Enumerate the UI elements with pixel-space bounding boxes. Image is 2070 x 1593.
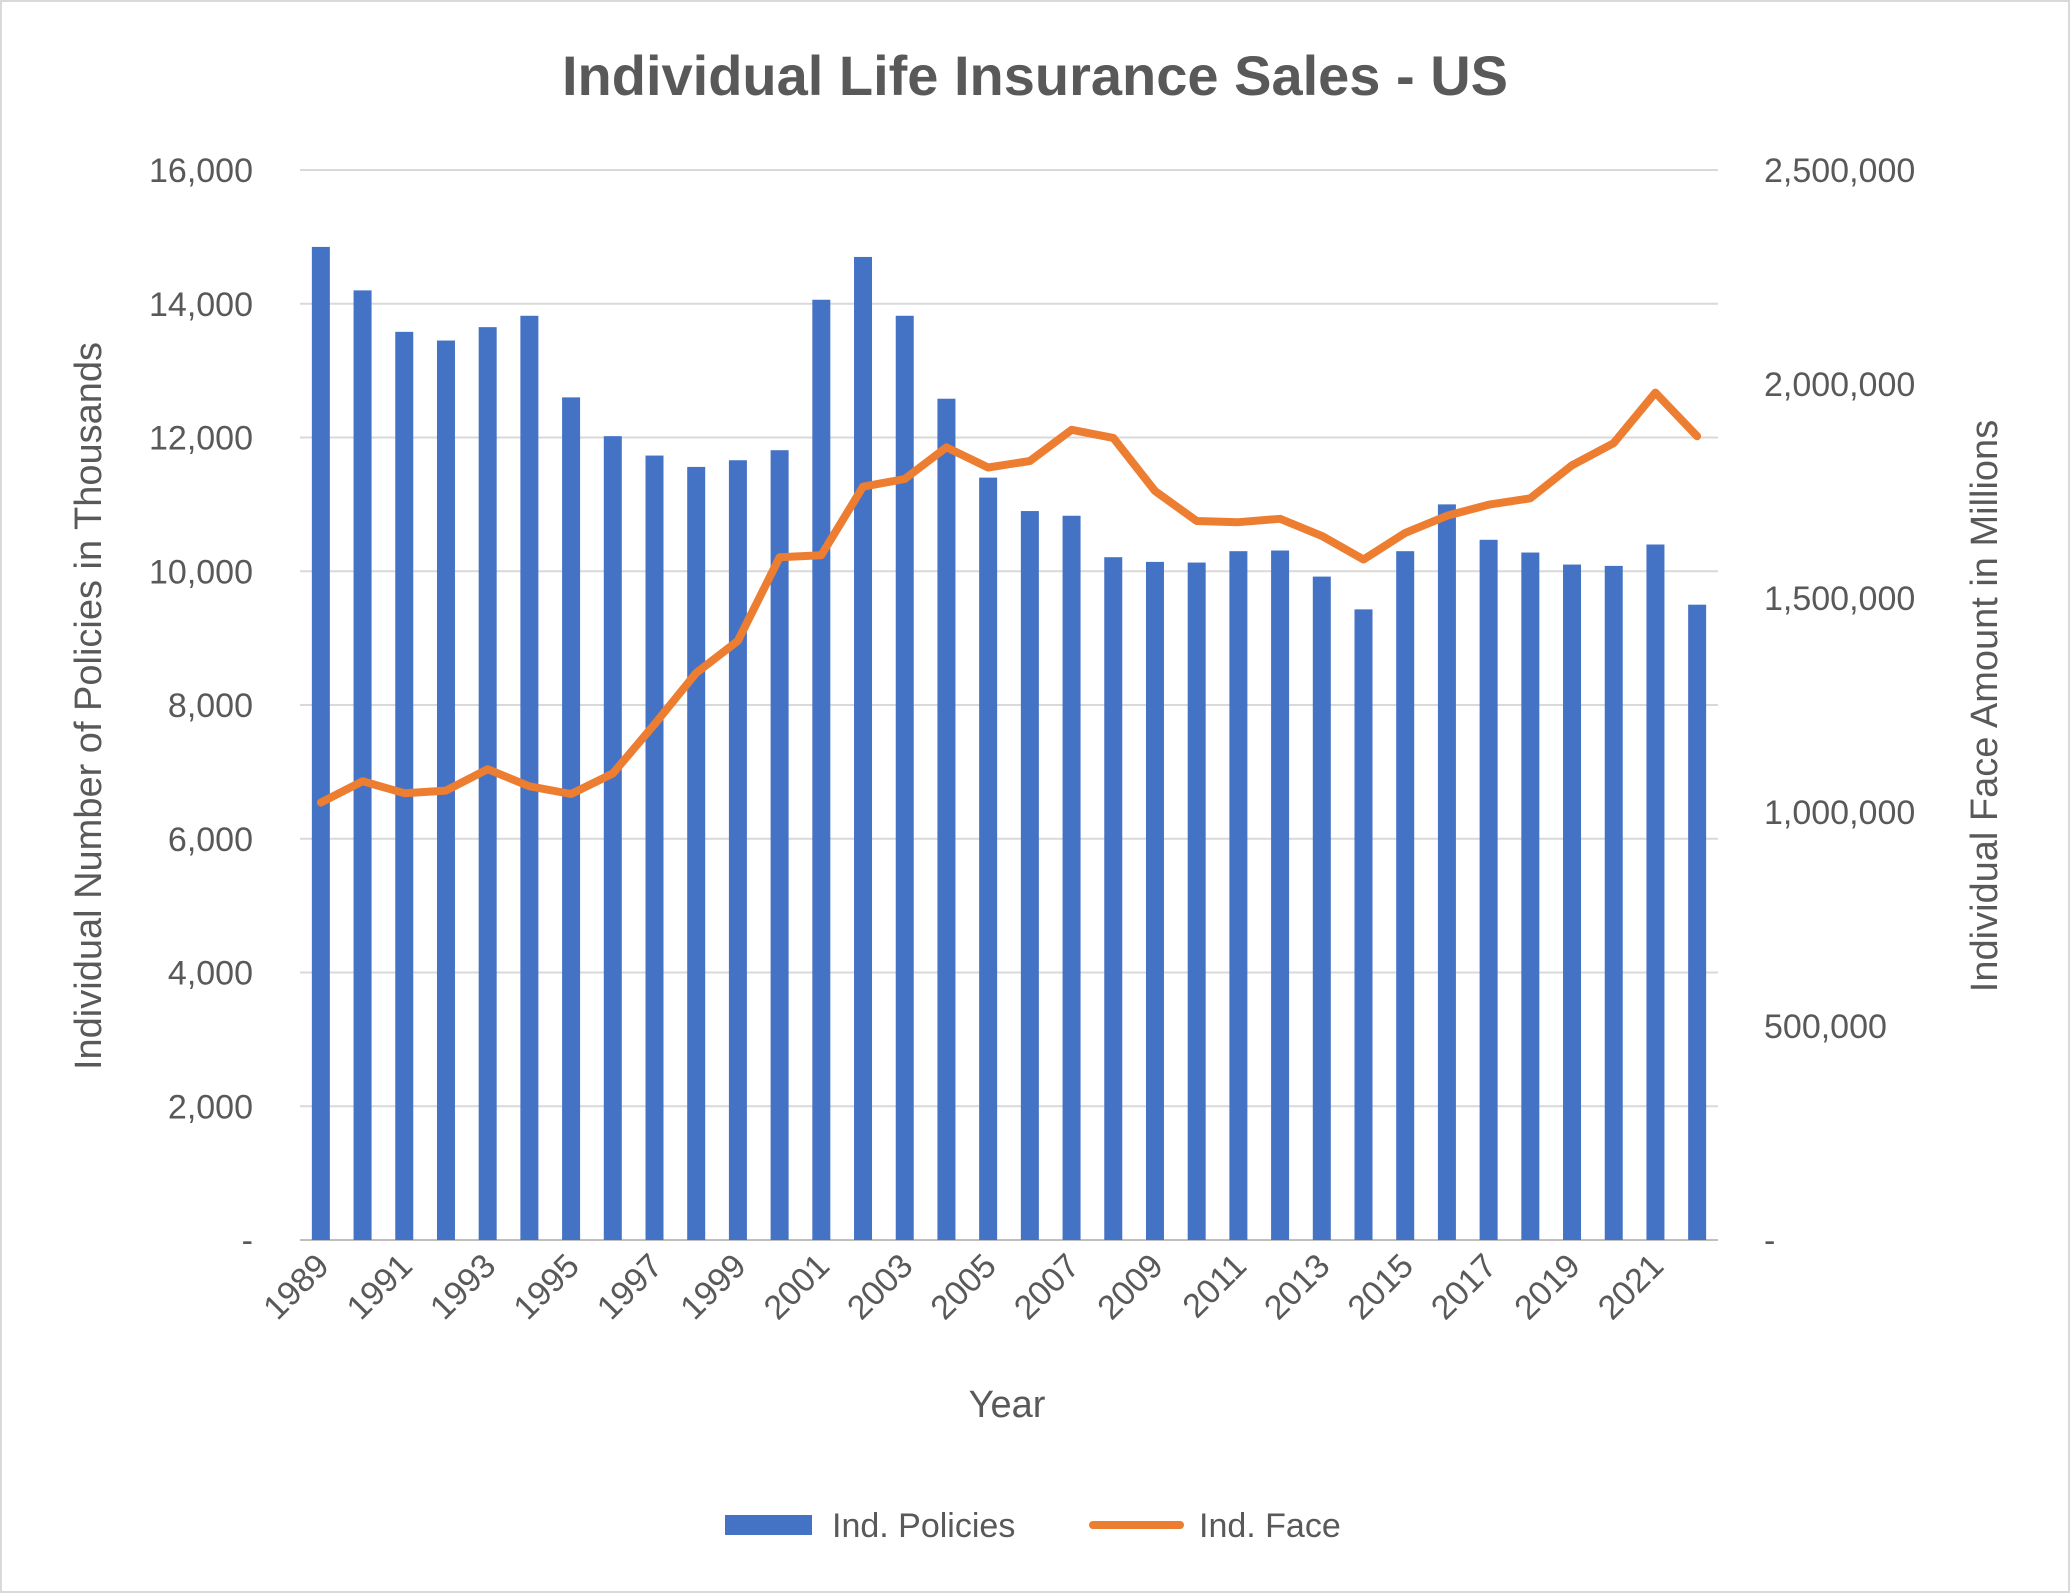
bar [1104, 557, 1123, 1240]
bar [562, 397, 581, 1240]
y-tick-label: - [242, 1222, 253, 1260]
y-tick-label: 4,000 [168, 955, 253, 993]
bar [854, 256, 873, 1240]
bar [728, 460, 747, 1240]
x-axis-title: Year [969, 1384, 1046, 1426]
x-tick-label: 2021 [1591, 1247, 1671, 1327]
bar [1271, 550, 1290, 1240]
line-series-ind-face [316, 388, 1702, 807]
bar [1187, 562, 1206, 1240]
bar [895, 315, 914, 1241]
x-tick-label: 2003 [840, 1247, 920, 1327]
bar [478, 327, 497, 1240]
bar [1437, 504, 1456, 1240]
bar [645, 455, 664, 1240]
x-axis-ticks: 1989 1991 1993 1995 1997 1999 2001 2003 2005 2007… [256, 1247, 1671, 1327]
bar [1521, 552, 1540, 1240]
y-axis-left-title: Individual Number of Policies in Thousan… [68, 342, 110, 1070]
line-ind-face [316, 388, 1702, 807]
bar [1062, 515, 1081, 1240]
bar [1688, 604, 1707, 1240]
y-tick-label: 2,000 [168, 1088, 253, 1126]
x-tick-label: 1995 [506, 1247, 586, 1327]
x-tick-label: 1993 [423, 1247, 503, 1327]
x-tick-label: 2009 [1090, 1247, 1170, 1327]
x-tick-label: 2017 [1424, 1247, 1504, 1327]
bar [1563, 564, 1582, 1240]
bar [687, 466, 706, 1240]
bar [1479, 539, 1498, 1240]
x-tick-label: 2005 [923, 1247, 1003, 1327]
bar [1396, 551, 1415, 1240]
x-tick-label: 1997 [590, 1247, 670, 1327]
bar [1020, 511, 1039, 1240]
legend-swatch-ind-policies [725, 1515, 812, 1535]
bar [1646, 544, 1665, 1240]
bar [1312, 576, 1331, 1240]
x-tick-label: 1989 [256, 1247, 336, 1327]
bar [812, 299, 831, 1240]
x-tick-label: 2013 [1257, 1247, 1337, 1327]
x-tick-label: 2015 [1341, 1247, 1421, 1327]
bar [603, 436, 622, 1241]
y-tick-label: 10,000 [149, 553, 253, 591]
bar-series-ind-policies [311, 246, 1707, 1241]
y-tick-label: 8,000 [168, 687, 253, 725]
bar [1604, 565, 1623, 1240]
x-tick-label: 2001 [757, 1247, 837, 1327]
bar [395, 331, 414, 1240]
y2-tick-label: - [1764, 1222, 1775, 1260]
bar [353, 290, 372, 1240]
y2-tick-label: 2,000,000 [1764, 366, 1915, 404]
x-tick-label: 2007 [1007, 1247, 1087, 1327]
x-tick-label: 2011 [1175, 1247, 1254, 1326]
y-axis-left-ticks: - 2,000 4,000 6,000 8,000 10,000 12,000 14,000 1… [149, 152, 253, 1260]
x-tick-label: 2019 [1507, 1247, 1587, 1327]
y-tick-label: 12,000 [149, 420, 253, 458]
chart-title: Individual Life Insurance Sales - US [562, 44, 1508, 107]
legend-label-ind-policies: Ind. Policies [832, 1507, 1015, 1545]
y-axis-right-title: Individual Face Amount in Millions [1964, 420, 2006, 992]
gridlines [300, 169, 1718, 1241]
bar [979, 477, 998, 1240]
y2-tick-label: 1,000,000 [1764, 794, 1915, 832]
y-tick-label: 14,000 [149, 286, 253, 324]
y2-tick-label: 1,500,000 [1764, 580, 1915, 618]
bar [520, 315, 539, 1241]
bar [1229, 551, 1248, 1240]
y2-tick-label: 500,000 [1764, 1008, 1887, 1046]
bar [770, 450, 789, 1240]
y-axis-right-ticks: - 500,000 1,000,000 1,500,000 2,000,000 2,500… [1764, 152, 1915, 1260]
y-tick-label: 6,000 [168, 821, 253, 859]
x-tick-label: 1999 [673, 1247, 753, 1327]
legend: Ind. Policies Ind. Face [725, 1507, 1341, 1545]
bar [1354, 609, 1373, 1240]
y2-tick-label: 2,500,000 [1764, 152, 1915, 190]
y-tick-label: 16,000 [149, 152, 253, 190]
x-tick-label: 1991 [340, 1247, 420, 1327]
bar [311, 246, 330, 1240]
bar [1145, 561, 1164, 1240]
legend-label-ind-face: Ind. Face [1199, 1507, 1341, 1545]
bar [937, 398, 956, 1240]
